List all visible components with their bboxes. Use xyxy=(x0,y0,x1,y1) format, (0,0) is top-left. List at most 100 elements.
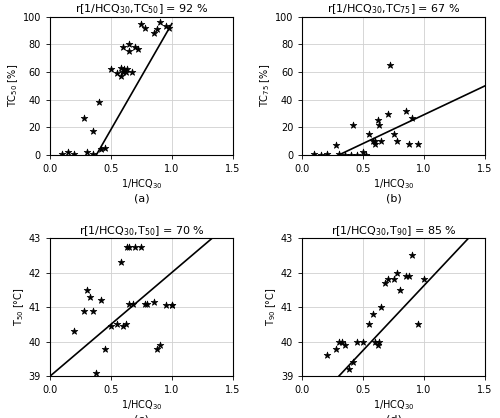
Point xyxy=(310,150,318,157)
Title: r[1/HCQ$_{30}$,TC$_{75}$] = 67 %: r[1/HCQ$_{30}$,TC$_{75}$] = 67 % xyxy=(327,3,460,16)
Point xyxy=(129,300,137,307)
Point xyxy=(396,286,404,293)
Point xyxy=(374,117,382,124)
Point xyxy=(125,243,133,250)
Point xyxy=(375,121,383,128)
Point xyxy=(394,138,402,145)
Point xyxy=(144,300,152,307)
Point xyxy=(70,328,78,335)
Point xyxy=(138,20,145,27)
Point xyxy=(166,24,173,31)
Point xyxy=(322,150,330,157)
Point xyxy=(150,30,158,37)
Point xyxy=(141,300,149,307)
Point xyxy=(402,273,410,279)
Point xyxy=(394,269,402,276)
Point xyxy=(156,342,164,349)
Title: r[1/HCQ$_{30}$,TC$_{50}$] = 92 %: r[1/HCQ$_{30}$,TC$_{50}$] = 92 % xyxy=(74,3,208,16)
Point xyxy=(162,302,170,308)
Point xyxy=(141,24,149,31)
Point xyxy=(372,140,380,147)
Point xyxy=(414,140,422,147)
Point xyxy=(128,69,136,75)
Y-axis label: TC$_{75}$ [%]: TC$_{75}$ [%] xyxy=(258,64,272,107)
Point xyxy=(101,145,109,151)
Point xyxy=(113,321,121,328)
Point xyxy=(107,323,115,329)
Point xyxy=(119,44,127,51)
Text: (d): (d) xyxy=(386,415,402,418)
Text: (a): (a) xyxy=(134,194,149,204)
Point xyxy=(132,243,140,250)
Point xyxy=(381,280,389,286)
Point xyxy=(82,149,90,155)
Point xyxy=(120,66,128,73)
Point xyxy=(88,150,96,157)
Point xyxy=(116,64,124,71)
Point xyxy=(156,19,164,25)
Point xyxy=(138,243,145,250)
Point xyxy=(153,345,161,352)
Point xyxy=(350,121,358,128)
Y-axis label: T$_{50}$ [°C]: T$_{50}$ [°C] xyxy=(12,288,26,326)
Point xyxy=(390,276,398,283)
X-axis label: 1/HCQ$_{30}$: 1/HCQ$_{30}$ xyxy=(120,398,162,412)
Point xyxy=(119,323,127,329)
Point xyxy=(58,150,66,157)
Point xyxy=(341,152,349,158)
Point xyxy=(80,307,88,314)
Point xyxy=(365,131,373,138)
Point xyxy=(359,149,367,155)
Title: r[1/HCQ$_{30}$,T$_{50}$] = 70 %: r[1/HCQ$_{30}$,T$_{50}$] = 70 % xyxy=(78,224,204,238)
Point xyxy=(119,69,127,75)
Point xyxy=(116,73,124,79)
Point xyxy=(414,321,422,328)
Point xyxy=(384,276,392,283)
Point xyxy=(101,345,109,352)
Point xyxy=(353,152,361,158)
Point xyxy=(332,142,340,149)
Point xyxy=(150,298,158,305)
Point xyxy=(86,293,94,300)
Point xyxy=(344,366,352,372)
Point xyxy=(116,259,124,265)
Point xyxy=(64,149,72,155)
Text: (c): (c) xyxy=(134,415,149,418)
Point xyxy=(390,131,398,138)
Y-axis label: T$_{90}$ [°C]: T$_{90}$ [°C] xyxy=(264,288,278,326)
Point xyxy=(80,114,88,121)
Y-axis label: TC$_{50}$ [%]: TC$_{50}$ [%] xyxy=(6,64,20,107)
Point xyxy=(408,114,416,121)
Point xyxy=(82,286,90,293)
Point xyxy=(420,276,428,283)
Point xyxy=(88,128,96,135)
Point xyxy=(113,70,121,77)
Point xyxy=(408,252,416,259)
Point xyxy=(125,300,133,307)
Text: (b): (b) xyxy=(386,194,402,204)
Point xyxy=(338,338,346,345)
Point xyxy=(353,338,361,345)
Point xyxy=(132,44,140,51)
Point xyxy=(335,338,343,345)
Point xyxy=(335,150,343,157)
Point xyxy=(372,338,380,345)
X-axis label: 1/HCQ$_{30}$: 1/HCQ$_{30}$ xyxy=(373,398,414,412)
Point xyxy=(359,338,367,345)
Point xyxy=(162,23,170,30)
Title: r[1/HCQ$_{30}$,T$_{90}$] = 85 %: r[1/HCQ$_{30}$,T$_{90}$] = 85 % xyxy=(330,224,456,238)
Point xyxy=(386,62,394,69)
Point xyxy=(372,138,380,145)
Point xyxy=(402,107,410,114)
Point xyxy=(347,152,355,158)
Point xyxy=(384,110,392,117)
X-axis label: 1/HCQ$_{30}$: 1/HCQ$_{30}$ xyxy=(120,177,162,191)
Point xyxy=(378,138,386,145)
Point xyxy=(378,304,386,311)
Point xyxy=(97,297,105,303)
Point xyxy=(88,307,96,314)
Point xyxy=(168,302,176,308)
Point xyxy=(153,26,161,33)
Point xyxy=(332,345,340,352)
Point xyxy=(341,342,349,349)
